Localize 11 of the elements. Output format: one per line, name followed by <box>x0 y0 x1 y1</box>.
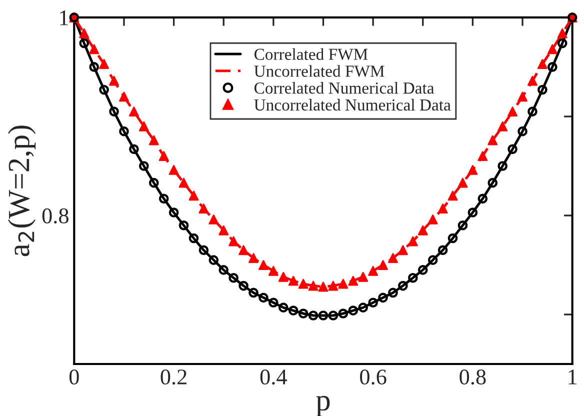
x-tick-label: 0.8 <box>460 370 486 385</box>
x-tick-label: 0 <box>69 370 79 384</box>
legend-label: Uncorrelated FWM <box>254 65 384 77</box>
x-tick-label: 0.2 <box>160 370 186 385</box>
legend-label: Correlated FWM <box>254 48 368 60</box>
legend-label: Uncorrelated Numerical Data <box>254 98 451 111</box>
x-tick-label: 0.6 <box>360 370 386 385</box>
x-tick-label: 1 <box>568 370 577 384</box>
y-axis-title: a$_{2}$(W=2,p) <box>8 126 36 256</box>
x-tick-label: 0.4 <box>260 370 287 385</box>
legend-label: Correlated Numerical Data <box>254 82 434 94</box>
